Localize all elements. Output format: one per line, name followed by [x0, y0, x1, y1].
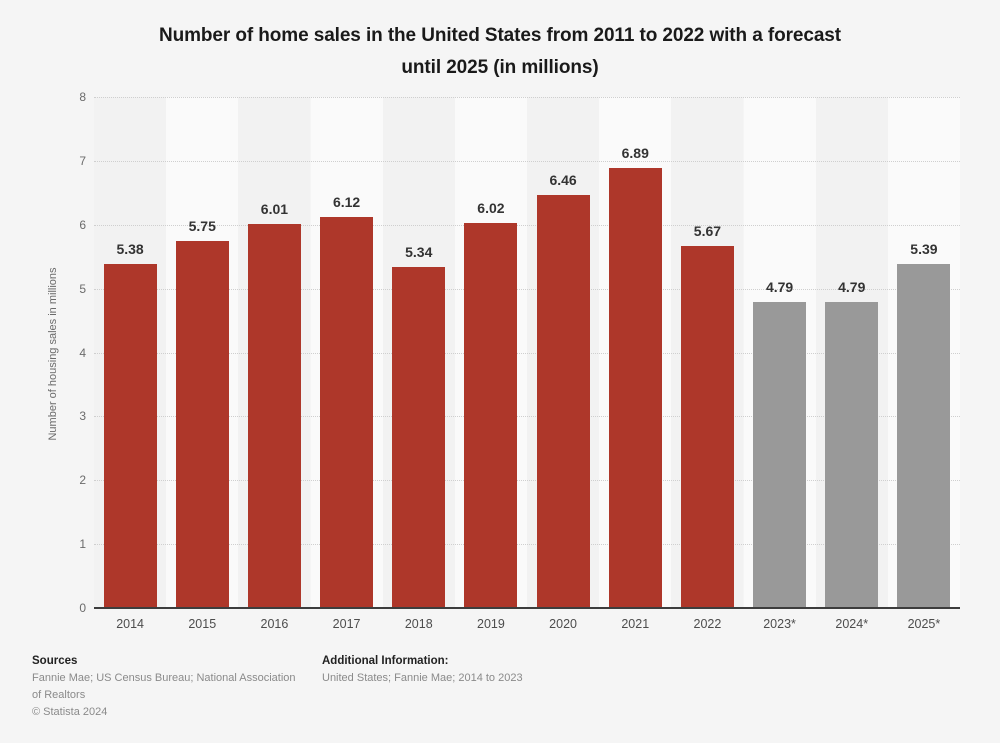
x-axis-tick-label: 2025*: [907, 617, 941, 631]
x-axis-tick-label: 2016: [260, 617, 289, 631]
bar-value-label: 5.67: [693, 222, 722, 239]
sources-block: Sources Fannie Mae; US Census Bureau; Na…: [32, 655, 302, 721]
bar-value-label: 5.38: [116, 241, 144, 258]
bar[interactable]: [825, 302, 879, 608]
x-axis-tick-label: 2023*: [763, 617, 796, 631]
y-axis-tick-label: 8: [79, 90, 86, 104]
x-axis-line: [94, 607, 960, 609]
x-axis-tick-label: 2014: [116, 617, 144, 631]
bar-value-label: 5.34: [405, 243, 433, 260]
additional-information-heading: Additional Information:: [322, 655, 449, 667]
bar-value-label: 6.02: [477, 200, 505, 217]
bar[interactable]: [247, 224, 301, 608]
gridline: [94, 97, 960, 98]
chart-title-line-2: until 2025 (in millions): [401, 57, 599, 78]
bar-value-label: 6.89: [621, 144, 649, 161]
y-axis-tick-label: 1: [79, 537, 86, 552]
plot-area: 5.38 5.75 6.01 6.12 5.34 6.02 6.46 6.89 5.67 4.79…: [94, 97, 960, 609]
sources-heading: Sources: [32, 655, 78, 667]
bar[interactable]: [320, 217, 374, 608]
bar[interactable]: [608, 167, 662, 608]
sources-text: Fannie Mae; US Census Bureau; National A…: [32, 672, 296, 701]
y-axis-tick-label: 0: [79, 601, 86, 615]
bar-value-label: 6.46: [549, 172, 577, 189]
bar[interactable]: [392, 266, 446, 608]
x-axis-tick-label: 2022: [693, 617, 722, 631]
copyright-text: © Statista 2024: [32, 706, 108, 718]
x-axis-tick-label: 2019: [477, 617, 505, 631]
y-axis-tick-label: 3: [79, 409, 86, 424]
x-axis-tick-labels: 2014 2015 2016 2017 2018 2019 2020 2021 2022 2023…: [94, 617, 960, 641]
x-axis-tick-label: 2015: [188, 617, 217, 631]
x-axis-tick-label: 2021: [621, 617, 650, 631]
y-axis-tick-label: 7: [79, 153, 86, 168]
additional-information-text: United States; Fannie Mae; 2014 to 2023: [322, 672, 523, 684]
gridline: [94, 288, 960, 290]
chart-title-line-1: Number of home sales in the United State…: [159, 25, 841, 46]
page-title: Number of home sales in the United State…: [60, 20, 940, 84]
gridline: [94, 160, 960, 162]
x-axis-tick-label: 2017: [332, 617, 361, 631]
bar-value-label: 6.12: [332, 194, 361, 211]
gridline: [94, 416, 960, 418]
bar[interactable]: [464, 223, 518, 608]
bar-value-label: 4.79: [765, 279, 794, 296]
bar-value-label: 6.01: [260, 201, 289, 218]
y-axis-tick-label: 2: [79, 473, 86, 488]
bar[interactable]: [536, 195, 590, 608]
bar-value-label: 4.79: [838, 279, 866, 296]
gridline: [94, 480, 960, 482]
y-axis-tick-label: 6: [79, 217, 86, 232]
x-axis-tick-label: 2018: [404, 617, 433, 631]
gridline: [94, 544, 960, 546]
bar[interactable]: [897, 263, 951, 608]
bar-value-label: 5.75: [188, 217, 216, 234]
bar[interactable]: [175, 240, 229, 608]
x-axis-tick-label: 2020: [549, 617, 577, 631]
footer: Sources Fannie Mae; US Census Bureau; Na…: [0, 655, 1000, 743]
y-axis-tick-label: 5: [79, 281, 86, 296]
gridline: [94, 224, 960, 226]
additional-information-block: Additional Information: United States; F…: [322, 655, 722, 687]
bar[interactable]: [753, 302, 807, 608]
bar[interactable]: [103, 264, 157, 608]
bar[interactable]: [680, 245, 734, 608]
gridline: [94, 352, 960, 354]
x-axis-tick-label: 2024*: [835, 617, 869, 631]
y-axis-tick-label: 4: [79, 345, 86, 360]
bar-value-label: 5.39: [910, 240, 938, 257]
y-axis-tick-labels: 8 7 6 5 4 3 2 1 0: [40, 90, 86, 615]
